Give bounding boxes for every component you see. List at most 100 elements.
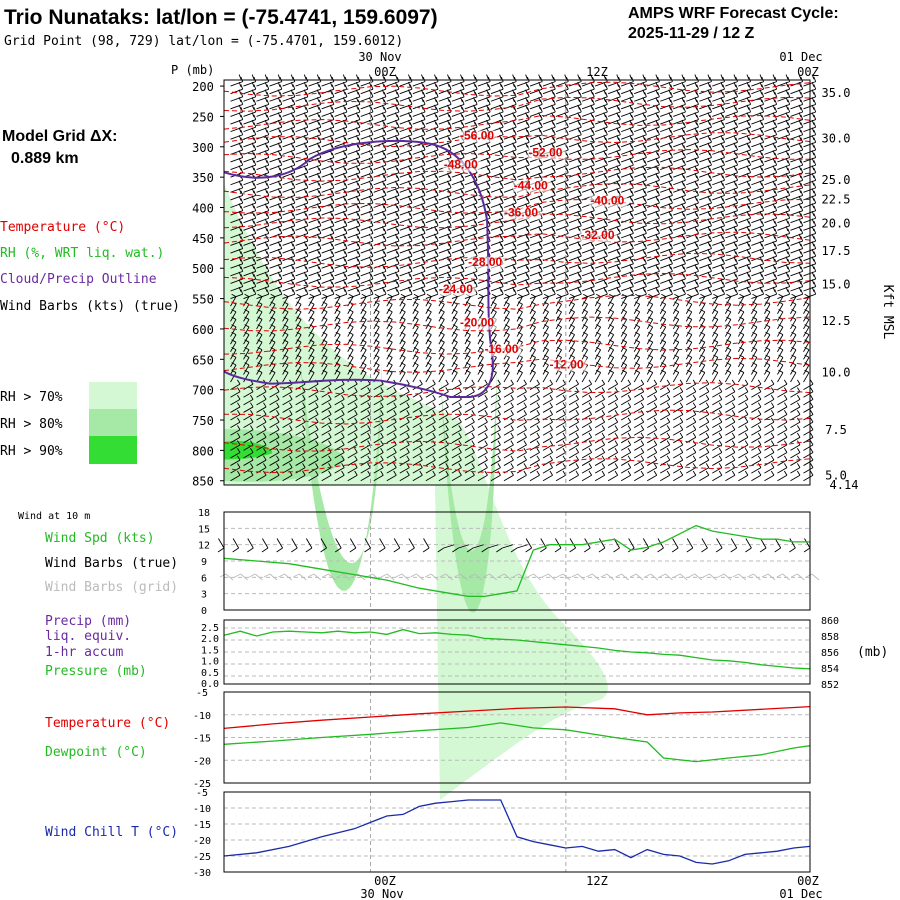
wind-barb-flag [644,236,647,242]
wind-barb [477,341,484,352]
wind-barb-flag [374,309,380,313]
wind-barb-flag [244,362,250,366]
wind-barb-flag [609,339,614,343]
wind-barb-flag [447,112,450,118]
wind-barb [659,304,667,314]
wind-barb [308,255,322,262]
wind-barb-flag [569,316,575,320]
wind-barb-flag [668,81,672,87]
wind-barb-flag [538,127,541,133]
wind-barb-flag [500,228,504,234]
wind-barb-flag [486,104,489,110]
wind-barb-flag [257,331,263,336]
wind-barb-flag [603,119,607,125]
wind-barb [412,111,426,117]
wind-barb-flag [408,81,411,87]
wind-barb-flag [748,84,752,90]
wind-barb [490,286,504,292]
wind-barb-flag [683,160,686,166]
wind-barb-flag [813,152,817,158]
wind-barb-flag [539,266,543,272]
wind-barb-flag [344,167,348,173]
wind-barb-flag [240,76,244,82]
wind-barb-flag [603,264,607,270]
wind-barb-flag [499,241,502,247]
wind-barb-flag [551,89,554,95]
wind-barb-flag [551,286,554,292]
wind-barb-flag [394,127,398,133]
wind-barb-flag [582,331,588,336]
wind-barb [412,96,426,102]
wind-barb-flag [292,198,296,204]
wind-barb [464,357,471,368]
wind-barb-flag [474,243,478,249]
wind-barb [412,149,426,155]
wind-barb [699,240,712,246]
wind-barb-flag [355,233,359,239]
wind-barb-flag [361,339,367,343]
wind-barb-flag [292,137,296,143]
wind-barb-flag [512,135,515,141]
wind-barb-flag [683,289,686,295]
wind-barb [542,270,556,277]
wind-barb-flag [707,97,711,103]
wind-barb-flag [303,127,307,133]
wind-barb [308,372,315,383]
wind-barb [581,311,589,322]
wind-barb [269,286,282,292]
wind-barb-flag [552,99,556,105]
wind-barb-flag [629,119,633,125]
wind-barb [269,187,282,193]
wind-barb-flag [726,339,732,343]
wind-barb [373,286,387,292]
wind-barb-flag [238,165,242,171]
wind-barb-flag [683,76,686,82]
wind-barb [399,304,406,314]
wind-barb [555,286,569,292]
wind-barb [282,187,295,193]
wind-barb-flag [406,379,410,385]
wind-barb-flag [791,293,797,298]
wind-barb [737,341,745,352]
wind-barb-flag [303,241,307,247]
wind-barb [347,334,354,345]
wind-barb-flag [460,119,463,125]
wind-barb-flag [592,251,595,257]
wind-barb [282,357,289,368]
wind-barb-flag [244,324,250,328]
wind-barb-flag [811,89,815,95]
wind-barb-flag [396,228,400,234]
wind-barb [542,88,556,95]
wind-barb [803,319,810,330]
wind-barb-flag [355,256,359,262]
wind-barb [295,225,308,231]
wind-barb-flag [290,195,294,201]
wind-barb-flag [396,160,400,166]
wind-barb [751,255,764,262]
wind-barb-flag [804,369,810,373]
wind-barb-flag [811,119,815,125]
wind-barb [568,349,575,360]
wind-barb-flag [290,173,294,179]
wind-barb [308,141,322,148]
wind-barb-flag [748,251,752,257]
wind-barb-flag [512,97,515,103]
wind-barb [230,341,237,352]
wind-barb-flag [305,145,309,151]
wind-barb [581,149,595,155]
wind-barb-flag [681,157,685,163]
wind-barb [634,126,647,133]
wind-barb-flag [257,354,263,358]
wind-barb-flag [538,74,541,80]
wind-barb [321,149,335,155]
wind-barb [321,349,328,360]
wind-barb-flag [447,97,450,103]
wind-barb-flag [551,264,554,270]
wind-barb [712,96,725,102]
wind-barb-flag [484,379,488,385]
wind-barb [282,319,289,330]
wind-barb-flag [461,243,465,249]
wind-barb [386,134,400,140]
wind-barb [425,263,439,269]
wind-barb [672,364,680,375]
